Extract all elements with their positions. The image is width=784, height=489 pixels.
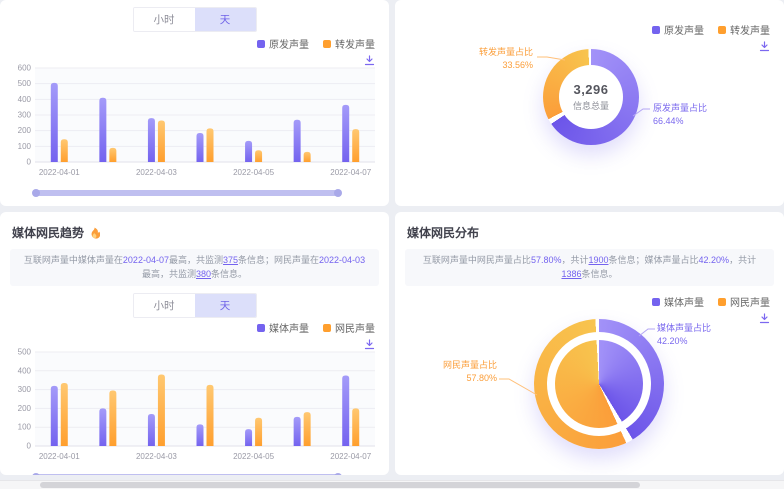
svg-text:2022-04-05: 2022-04-05 bbox=[233, 452, 274, 461]
legend-marker-orange bbox=[718, 25, 726, 34]
svg-text:2022-04-07: 2022-04-07 bbox=[330, 452, 371, 461]
toggle-day-button[interactable]: 天 bbox=[194, 8, 256, 31]
horizontal-scrollbar-thumb[interactable] bbox=[40, 482, 640, 488]
legend-item-repost-volume[interactable]: 转发声量 bbox=[323, 36, 375, 51]
bar-chart-media-netizen[interactable]: 0 100 200 300 400 500 2022-04-01 2022-04-03 2022… bbox=[5, 346, 385, 470]
svg-text:2022-04-07: 2022-04-07 bbox=[330, 168, 371, 177]
legend-marker-purple bbox=[257, 323, 265, 332]
panel-description: 互联网声量中网民声量占比57.80%，共计1900条信息；媒体声量占比42.20… bbox=[405, 249, 774, 286]
time-granularity-toggle: 小时 天 bbox=[132, 293, 257, 318]
horizontal-scrollbar[interactable] bbox=[0, 480, 784, 489]
svg-text:100: 100 bbox=[18, 423, 32, 432]
svg-text:300: 300 bbox=[18, 385, 32, 394]
legend-label: 原发声量 bbox=[664, 26, 704, 37]
svg-text:0: 0 bbox=[27, 442, 32, 451]
download-icon[interactable] bbox=[758, 312, 770, 324]
panel-media-netizen-trend: 媒体网民趋势 互联网声量中媒体声量在2022-04-07最高，共监测375条信息… bbox=[0, 212, 389, 475]
svg-text:2022-04-01: 2022-04-01 bbox=[39, 452, 80, 461]
legend-label: 媒体声量 bbox=[664, 298, 704, 309]
donut-hole: 3,296 信息总量 bbox=[559, 65, 623, 129]
svg-text:500: 500 bbox=[18, 348, 32, 357]
hot-icon bbox=[89, 227, 101, 239]
slice-label-media: 媒体声量占比 42.20% bbox=[657, 323, 712, 347]
pie-inner bbox=[555, 340, 643, 428]
svg-text:500: 500 bbox=[18, 79, 32, 88]
legend-label: 媒体声量 bbox=[269, 324, 309, 335]
toggle-hour-button[interactable]: 小时 bbox=[133, 294, 195, 317]
svg-text:100: 100 bbox=[18, 142, 32, 151]
datazoom-slider[interactable] bbox=[32, 473, 342, 475]
svg-text:2022-04-03: 2022-04-03 bbox=[136, 452, 177, 461]
svg-text:2022-04-01: 2022-04-01 bbox=[39, 168, 80, 177]
panel-title: 媒体网民分布 bbox=[407, 226, 480, 240]
slice-label-repost: 转发声量占比 33.56% bbox=[478, 47, 533, 71]
legend-marker-orange bbox=[323, 39, 331, 48]
legend-marker-purple bbox=[652, 25, 660, 34]
svg-text:2022-04-03: 2022-04-03 bbox=[136, 168, 177, 177]
legend-item-origin-volume[interactable]: 原发声量 bbox=[257, 36, 309, 51]
datazoom-slider[interactable] bbox=[32, 189, 342, 197]
toggle-day-button[interactable]: 天 bbox=[194, 294, 256, 317]
legend-marker-orange bbox=[323, 323, 331, 332]
svg-text:2022-04-05: 2022-04-05 bbox=[233, 168, 274, 177]
download-icon[interactable] bbox=[758, 40, 770, 52]
legend-item-repost-volume[interactable]: 转发声量 bbox=[718, 22, 770, 37]
legend-label: 原发声量 bbox=[269, 40, 309, 51]
download-icon[interactable] bbox=[363, 54, 375, 66]
svg-text:400: 400 bbox=[18, 95, 32, 104]
toggle-hour-button[interactable]: 小时 bbox=[133, 8, 195, 31]
time-granularity-toggle: 小时 天 bbox=[132, 7, 257, 32]
legend-marker-purple bbox=[652, 297, 660, 306]
legend-item-media-volume[interactable]: 媒体声量 bbox=[257, 320, 309, 335]
dashboard-grid: 小时 天 原发声量 转发声量 bbox=[0, 0, 784, 475]
legend-item-origin-volume[interactable]: 原发声量 bbox=[652, 22, 704, 37]
bar-chart-origin-repost[interactable]: 0 100 200 300 400 500 600 2022-04-01 2022-04-03 2… bbox=[5, 62, 385, 186]
svg-text:400: 400 bbox=[18, 366, 32, 375]
panel-origin-repost-trend: 小时 天 原发声量 转发声量 bbox=[0, 0, 389, 206]
total-volume-label: 信息总量 bbox=[572, 101, 609, 111]
legend-label: 转发声量 bbox=[335, 40, 375, 51]
svg-text:200: 200 bbox=[18, 404, 32, 413]
svg-text:300: 300 bbox=[18, 111, 32, 120]
panel-origin-repost-distribution: 原发声量 转发声量 3,296 信息总量 bbox=[395, 0, 784, 206]
legend-item-media-volume[interactable]: 媒体声量 bbox=[652, 294, 704, 309]
slice-label-netizen: 网民声量占比 57.80% bbox=[442, 360, 497, 384]
donut-chart-volume-share[interactable]: 3,296 信息总量 bbox=[543, 49, 639, 145]
panel-title: 媒体网民趋势 bbox=[12, 226, 85, 240]
legend-label: 网民声量 bbox=[335, 324, 375, 335]
legend-label: 转发声量 bbox=[730, 26, 770, 37]
download-icon[interactable] bbox=[363, 338, 375, 350]
legend-item-netizen-volume[interactable]: 网民声量 bbox=[323, 320, 375, 335]
panel-media-netizen-distribution: 媒体网民分布 互联网声量中网民声量占比57.80%，共计1900条信息；媒体声量… bbox=[395, 212, 784, 475]
legend-marker-orange bbox=[718, 297, 726, 306]
panel-description: 互联网声量中媒体声量在2022-04-07最高，共监测375条信息；网民声量在2… bbox=[10, 249, 379, 286]
slice-label-origin: 原发声量占比 66.44% bbox=[653, 103, 708, 127]
svg-text:600: 600 bbox=[18, 64, 32, 73]
total-volume-value: 3,296 bbox=[573, 82, 609, 97]
legend-label: 网民声量 bbox=[730, 298, 770, 309]
nested-pie-chart-media-netizen[interactable] bbox=[534, 319, 664, 449]
svg-text:0: 0 bbox=[27, 158, 32, 167]
svg-text:200: 200 bbox=[18, 126, 32, 135]
legend-item-netizen-volume[interactable]: 网民声量 bbox=[718, 294, 770, 309]
legend-marker-purple bbox=[257, 39, 265, 48]
